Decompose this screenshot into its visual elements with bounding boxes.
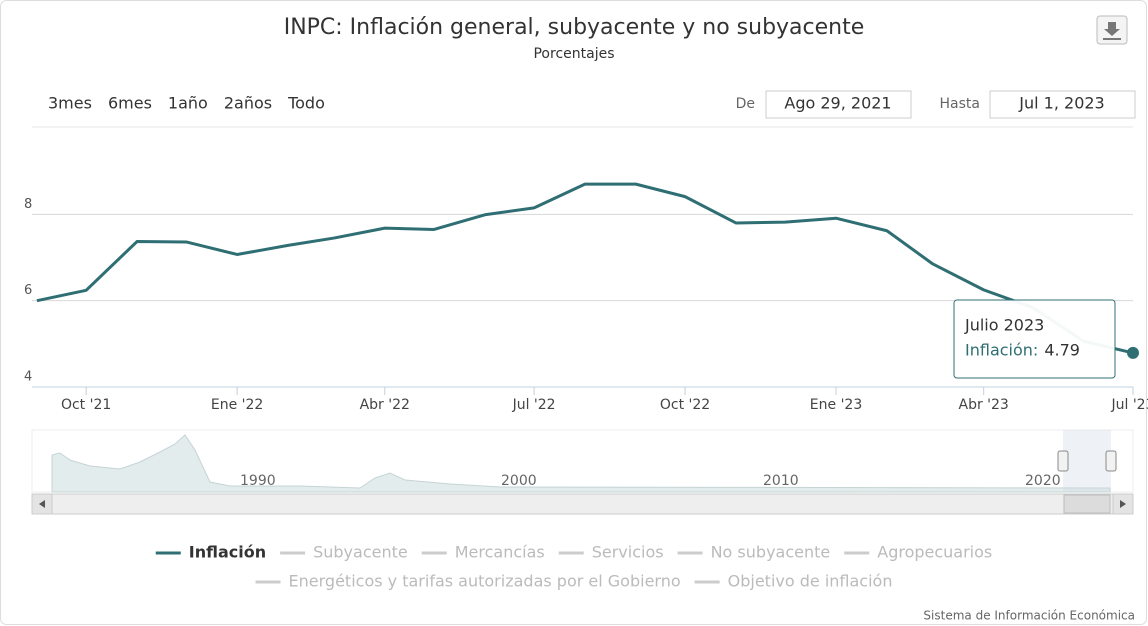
tooltip: Julio 2023 Inflación: 4.79 bbox=[953, 299, 1116, 379]
to-input[interactable] bbox=[989, 90, 1136, 119]
navigator-label: 2000 bbox=[501, 473, 537, 489]
hover-point bbox=[1127, 346, 1139, 359]
legend-item[interactable]: Servicios bbox=[558, 543, 664, 562]
legend-label: Mercancías bbox=[455, 543, 545, 562]
navigator-label: 1990 bbox=[240, 473, 276, 489]
navigator: 1990 2000 2010 2020 bbox=[31, 429, 1134, 515]
legend-item[interactable]: Inflación bbox=[155, 543, 266, 562]
x-tick-label: Ene '22 bbox=[211, 397, 263, 413]
series-line bbox=[36, 182, 1134, 355]
range-button[interactable]: 3mes bbox=[48, 94, 92, 113]
y-tick-label: 8 bbox=[24, 197, 32, 212]
from-label: De bbox=[736, 96, 755, 112]
legend-label: Servicios bbox=[592, 543, 664, 562]
tooltip-label: Inflación: bbox=[965, 341, 1038, 360]
navigator-label: 2020 bbox=[1025, 473, 1061, 489]
tooltip-box bbox=[953, 299, 1116, 379]
chart-subtitle: Porcentajes bbox=[533, 46, 614, 62]
y-tick-label: 6 bbox=[24, 283, 32, 298]
x-tick-label: Ene '23 bbox=[810, 397, 862, 413]
to-label: Hasta bbox=[940, 96, 980, 112]
legend-item[interactable]: No subyacente bbox=[677, 543, 831, 562]
tooltip-value: 4.79 bbox=[1044, 341, 1080, 360]
legend-item[interactable]: Mercancías bbox=[421, 543, 545, 562]
legend-label: Inflación bbox=[189, 543, 266, 562]
legend-item[interactable]: Subyacente bbox=[280, 543, 408, 562]
from-date: Ago 29, 2021 bbox=[784, 94, 891, 113]
x-tick-label: Abr '22 bbox=[360, 397, 410, 413]
x-tick-label: Abr '23 bbox=[959, 397, 1009, 413]
legend-item[interactable]: Agropecuarios bbox=[844, 543, 992, 562]
x-tick-label: Jul '23 bbox=[1110, 397, 1148, 413]
range-button[interactable]: 1año bbox=[168, 94, 208, 113]
chart-title: INPC: Inflación general, subyacente y no… bbox=[284, 15, 865, 40]
range-button[interactable]: Todo bbox=[287, 94, 325, 113]
credits: Sistema de Información Económica bbox=[923, 609, 1135, 623]
y-tick-label: 4 bbox=[24, 370, 32, 385]
x-tick-label: Oct '21 bbox=[61, 397, 111, 413]
to-date: Jul 1, 2023 bbox=[1018, 94, 1104, 113]
legend-item[interactable]: Energéticos y tarifas autorizadas por el… bbox=[255, 572, 681, 591]
legend-label: Energéticos y tarifas autorizadas por el… bbox=[289, 572, 681, 591]
legend-label: Subyacente bbox=[313, 543, 408, 562]
range-button[interactable]: 2años bbox=[224, 94, 272, 113]
legend-label: Objetivo de inflación bbox=[728, 572, 893, 591]
tooltip-title: Julio 2023 bbox=[964, 316, 1044, 335]
legend-label: Agropecuarios bbox=[877, 543, 992, 562]
x-tick-label: Oct '22 bbox=[660, 397, 710, 413]
range-button[interactable]: 6mes bbox=[108, 94, 152, 113]
x-tick-label: Jul '22 bbox=[512, 397, 556, 413]
from-input[interactable] bbox=[765, 90, 912, 119]
legend-item[interactable]: Objetivo de inflación bbox=[694, 572, 893, 591]
legend-label: No subyacente bbox=[711, 543, 831, 562]
export-button[interactable] bbox=[1096, 15, 1128, 45]
navigator-label: 2010 bbox=[763, 473, 799, 489]
